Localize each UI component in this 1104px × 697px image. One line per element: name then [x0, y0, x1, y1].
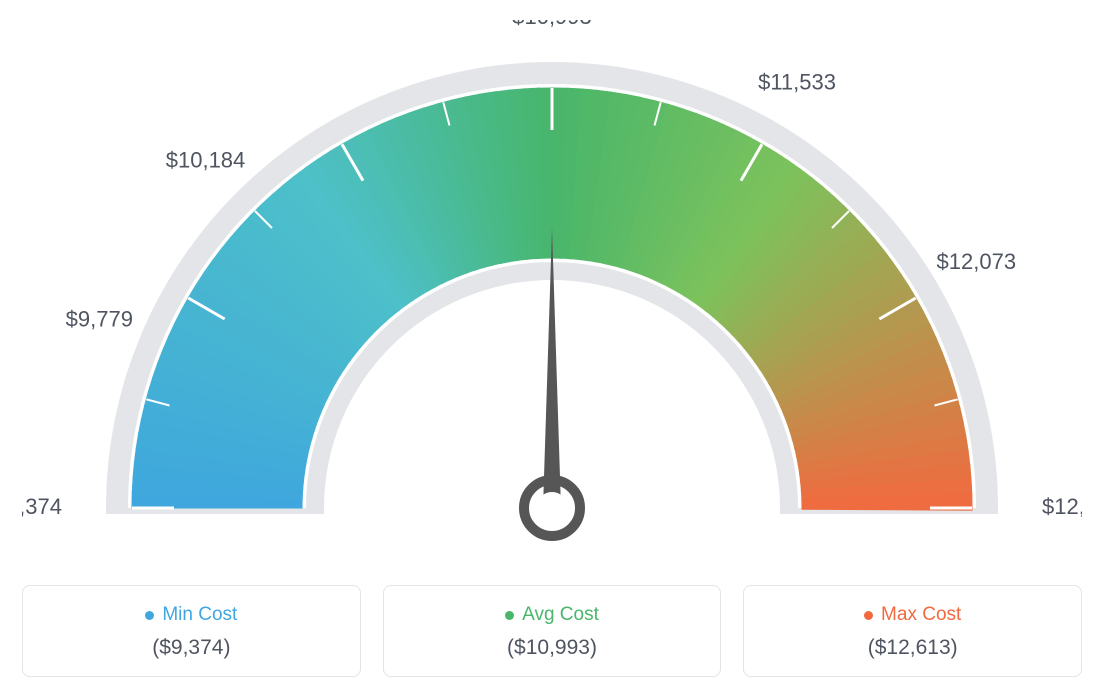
- avg-cost-dot-icon: [505, 611, 514, 620]
- gauge-chart: $9,374 $9,779 $10,184 $10,993 $11,533 $12,073…: [22, 20, 1082, 565]
- avg-cost-label: Avg Cost: [522, 604, 599, 626]
- svg-text:$11,533: $11,533: [758, 69, 836, 94]
- svg-text:$12,073: $12,073: [937, 249, 1017, 274]
- summary-cards: Min Cost ($9,374) Avg Cost ($10,993) Max…: [22, 585, 1082, 677]
- avg-cost-card: Avg Cost ($10,993): [383, 585, 722, 677]
- svg-text:$12,613: $12,613: [1042, 494, 1082, 519]
- svg-text:$9,779: $9,779: [66, 306, 133, 331]
- min-cost-value: ($9,374): [33, 636, 350, 660]
- avg-cost-value: ($10,993): [394, 636, 711, 660]
- min-cost-label: Min Cost: [162, 604, 237, 626]
- max-cost-dot-icon: [864, 611, 873, 620]
- min-cost-dot-icon: [145, 611, 154, 620]
- max-cost-card: Max Cost ($12,613): [743, 585, 1082, 677]
- min-cost-label-row: Min Cost: [33, 604, 350, 626]
- svg-text:$10,993: $10,993: [512, 20, 592, 29]
- avg-cost-label-row: Avg Cost: [394, 604, 711, 626]
- svg-text:$9,374: $9,374: [22, 494, 62, 519]
- max-cost-label-row: Max Cost: [754, 604, 1071, 626]
- svg-text:$10,184: $10,184: [166, 147, 246, 172]
- min-cost-card: Min Cost ($9,374): [22, 585, 361, 677]
- max-cost-value: ($12,613): [754, 636, 1071, 660]
- max-cost-label: Max Cost: [881, 604, 961, 626]
- gauge-svg: $9,374 $9,779 $10,184 $10,993 $11,533 $12,073…: [22, 20, 1082, 560]
